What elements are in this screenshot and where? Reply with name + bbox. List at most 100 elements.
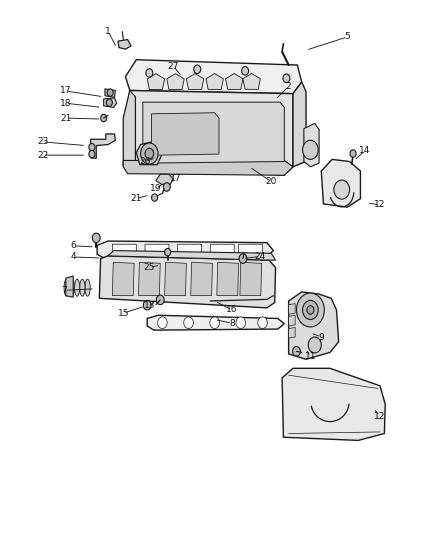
Polygon shape xyxy=(165,262,186,296)
Text: 17: 17 xyxy=(60,86,71,95)
Text: 8: 8 xyxy=(229,319,235,328)
Polygon shape xyxy=(240,262,261,296)
Text: 23: 23 xyxy=(37,138,49,147)
Ellipse shape xyxy=(74,279,80,296)
Ellipse shape xyxy=(80,279,85,296)
Circle shape xyxy=(303,140,318,159)
Polygon shape xyxy=(293,82,306,167)
Circle shape xyxy=(283,74,290,83)
Text: 19: 19 xyxy=(150,184,162,193)
Text: 13: 13 xyxy=(144,301,155,310)
Text: 27: 27 xyxy=(168,62,179,70)
Polygon shape xyxy=(91,134,116,158)
Text: 11: 11 xyxy=(305,352,316,361)
Circle shape xyxy=(89,150,95,158)
Circle shape xyxy=(184,317,193,328)
Text: 22: 22 xyxy=(37,151,48,160)
Polygon shape xyxy=(321,159,360,207)
Polygon shape xyxy=(147,316,284,330)
Circle shape xyxy=(293,346,300,356)
Circle shape xyxy=(145,148,154,159)
Circle shape xyxy=(258,317,267,328)
Polygon shape xyxy=(210,244,234,256)
Polygon shape xyxy=(123,160,293,175)
Circle shape xyxy=(92,233,100,243)
Circle shape xyxy=(156,295,164,305)
Polygon shape xyxy=(138,262,160,296)
Polygon shape xyxy=(152,113,219,155)
Polygon shape xyxy=(113,244,136,256)
Circle shape xyxy=(307,306,314,314)
Polygon shape xyxy=(304,123,319,167)
Circle shape xyxy=(334,180,350,199)
Circle shape xyxy=(152,194,158,201)
Polygon shape xyxy=(97,241,273,258)
Text: 12: 12 xyxy=(374,200,386,209)
Circle shape xyxy=(158,317,167,328)
Text: 6: 6 xyxy=(71,241,76,251)
Polygon shape xyxy=(113,262,134,296)
Circle shape xyxy=(141,143,158,164)
Polygon shape xyxy=(145,244,169,256)
Circle shape xyxy=(297,293,324,327)
Ellipse shape xyxy=(85,279,90,296)
Circle shape xyxy=(236,317,246,328)
Circle shape xyxy=(106,99,113,107)
Polygon shape xyxy=(123,91,293,175)
Polygon shape xyxy=(217,262,239,296)
Text: 24: 24 xyxy=(255,252,266,261)
Text: 4: 4 xyxy=(71,253,76,262)
Text: 16: 16 xyxy=(226,305,238,314)
Polygon shape xyxy=(118,39,131,49)
Text: 1: 1 xyxy=(105,27,111,36)
Circle shape xyxy=(210,317,219,328)
Polygon shape xyxy=(156,174,173,184)
Polygon shape xyxy=(282,368,385,440)
Text: 12: 12 xyxy=(374,411,386,421)
Circle shape xyxy=(163,183,170,191)
Polygon shape xyxy=(289,316,295,326)
Polygon shape xyxy=(289,304,295,314)
Ellipse shape xyxy=(69,279,74,296)
Ellipse shape xyxy=(64,279,69,296)
Text: 18: 18 xyxy=(60,99,71,108)
Text: 15: 15 xyxy=(117,309,129,318)
Polygon shape xyxy=(243,74,260,90)
Circle shape xyxy=(242,67,249,75)
Polygon shape xyxy=(66,276,73,297)
Circle shape xyxy=(239,254,247,263)
Text: 7: 7 xyxy=(62,286,67,295)
Polygon shape xyxy=(167,74,184,90)
Polygon shape xyxy=(105,89,116,98)
Polygon shape xyxy=(186,74,204,90)
Text: 17: 17 xyxy=(170,174,181,183)
Polygon shape xyxy=(104,98,117,108)
Text: 21: 21 xyxy=(60,114,71,123)
Text: 26: 26 xyxy=(139,157,151,166)
Circle shape xyxy=(194,65,201,74)
Text: 21: 21 xyxy=(131,194,142,203)
Text: 25: 25 xyxy=(144,263,155,272)
Text: 2: 2 xyxy=(286,82,291,91)
Circle shape xyxy=(89,143,95,151)
Polygon shape xyxy=(226,74,243,90)
Text: 14: 14 xyxy=(359,147,371,156)
Text: 20: 20 xyxy=(265,177,277,186)
Polygon shape xyxy=(125,60,302,94)
Polygon shape xyxy=(123,91,135,166)
Polygon shape xyxy=(136,142,162,165)
Circle shape xyxy=(308,337,321,353)
Polygon shape xyxy=(289,327,295,338)
Polygon shape xyxy=(147,74,165,90)
Polygon shape xyxy=(206,74,223,90)
Polygon shape xyxy=(108,251,276,260)
Circle shape xyxy=(146,69,153,77)
Polygon shape xyxy=(239,244,262,256)
Circle shape xyxy=(101,114,107,122)
Circle shape xyxy=(107,89,113,96)
Polygon shape xyxy=(143,102,284,163)
Polygon shape xyxy=(178,244,201,256)
Polygon shape xyxy=(191,262,212,296)
Circle shape xyxy=(350,150,356,157)
Circle shape xyxy=(165,248,171,256)
